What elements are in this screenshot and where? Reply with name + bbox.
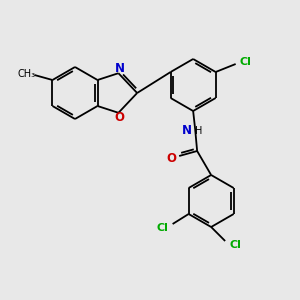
- Text: N: N: [182, 124, 192, 137]
- Text: O: O: [114, 111, 124, 124]
- Text: O: O: [166, 152, 176, 164]
- Text: N: N: [114, 62, 124, 75]
- Text: H: H: [196, 126, 203, 136]
- Text: CH₃: CH₃: [17, 69, 35, 79]
- Text: Cl: Cl: [157, 223, 169, 233]
- Text: Cl: Cl: [240, 57, 252, 67]
- Text: Cl: Cl: [229, 240, 241, 250]
